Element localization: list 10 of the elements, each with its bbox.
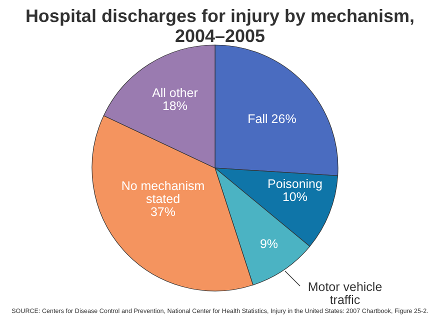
chart-title: Hospital discharges for injury by mechanism, 2004–2005: [25, 6, 415, 46]
slice-label: Fall 26%: [248, 112, 296, 126]
slice-label: Motor vehicle traffic: [308, 280, 382, 307]
slice-label: No mechanism stated: [121, 179, 205, 206]
data-label: 18%: [162, 99, 188, 113]
data-label: 9%: [260, 237, 278, 251]
slice-label: All other: [152, 86, 198, 100]
data-label: 10%: [282, 190, 308, 204]
slice-label: Poisoning: [268, 177, 322, 191]
data-label: 37%: [150, 205, 176, 219]
